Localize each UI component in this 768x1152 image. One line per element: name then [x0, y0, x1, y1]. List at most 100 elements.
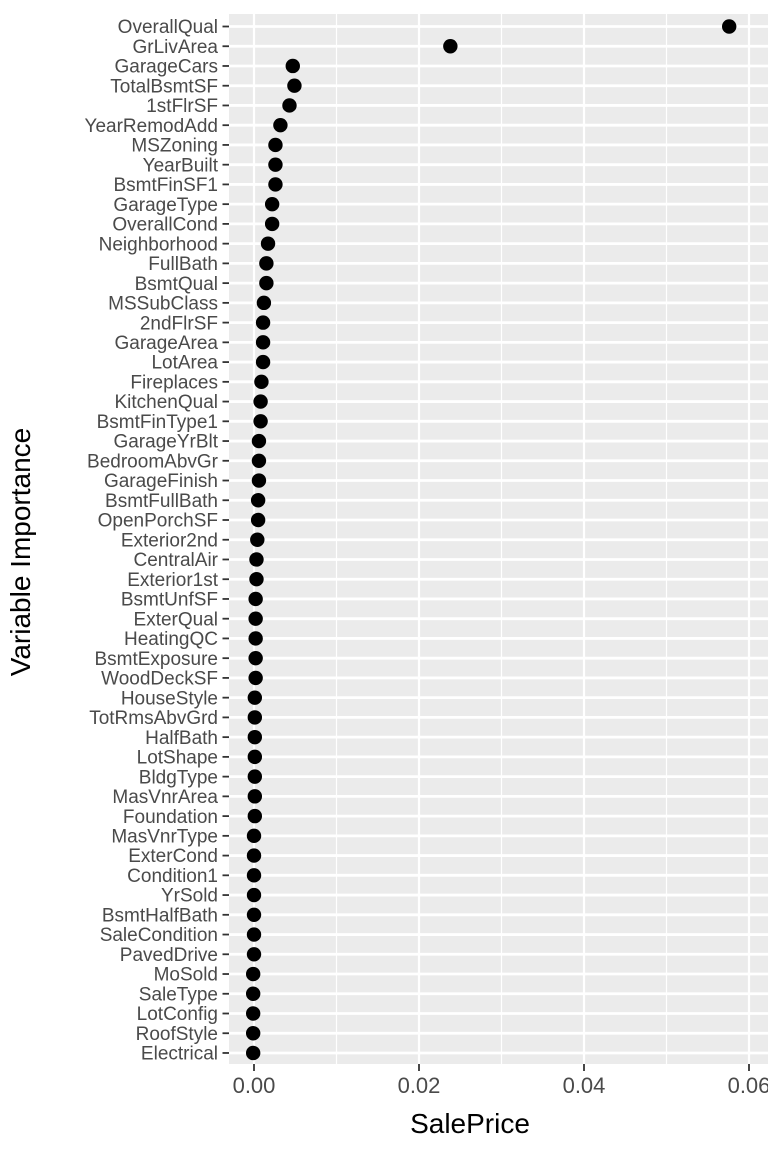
y-tick-label: HouseStyle — [121, 688, 218, 709]
y-tick-label: OpenPorchSF — [98, 511, 218, 532]
y-tick-label: BsmtHalfBath — [102, 905, 218, 926]
data-point — [255, 354, 271, 370]
data-point — [249, 552, 264, 567]
data-point — [247, 710, 263, 725]
data-point — [245, 986, 261, 1001]
data-point — [268, 137, 283, 153]
data-point — [268, 177, 283, 192]
y-tick-label: Foundation — [123, 807, 218, 828]
data-point — [247, 769, 263, 784]
data-point — [245, 1026, 261, 1041]
y-tick-label: BsmtFinType1 — [97, 412, 218, 433]
y-tick-label: BsmtQual — [135, 274, 218, 295]
y-tick-label: SaleType — [139, 984, 218, 1005]
data-point — [250, 512, 266, 528]
data-point — [273, 118, 288, 133]
data-point — [247, 690, 263, 705]
y-tick-label: RoofStyle — [136, 1024, 218, 1045]
y-tick-label: HeatingQC — [124, 629, 218, 650]
data-point — [264, 216, 280, 232]
y-tick-label: MoSold — [154, 965, 218, 986]
data-point — [256, 295, 272, 311]
y-axis-title: Variable Importance — [5, 428, 36, 677]
y-tick-label: MSZoning — [131, 136, 218, 157]
data-point — [248, 650, 263, 666]
data-point — [248, 591, 263, 607]
data-point — [285, 58, 300, 74]
data-point — [259, 275, 274, 291]
y-tick-label: YearBuilt — [143, 155, 219, 176]
y-tick-label: MasVnrArea — [112, 787, 218, 808]
y-tick-label: TotalBsmtSF — [110, 76, 218, 97]
y-tick-label: OverallCond — [112, 215, 218, 236]
data-point — [246, 927, 262, 942]
data-point — [250, 493, 266, 508]
data-point — [260, 236, 276, 251]
data-point — [282, 98, 297, 113]
data-point — [264, 196, 280, 212]
y-tick-label: Exterior1st — [127, 570, 219, 591]
data-point — [251, 433, 267, 449]
data-point — [251, 473, 267, 488]
data-point — [253, 414, 268, 429]
data-point — [250, 532, 265, 547]
y-tick-label: BedroomAbvGr — [87, 451, 219, 472]
data-point — [245, 1006, 261, 1021]
data-point — [251, 453, 267, 468]
x-tick-label: 0.06 — [728, 1073, 768, 1098]
data-point — [443, 39, 458, 54]
y-tick-label: Electrical — [141, 1044, 218, 1065]
data-point — [247, 789, 263, 804]
data-point — [255, 335, 271, 350]
x-tick-label: 0.00 — [233, 1073, 276, 1098]
data-point — [248, 670, 263, 686]
data-point — [254, 374, 269, 390]
data-point — [247, 729, 263, 745]
y-tick-label: MasVnrType — [111, 826, 218, 847]
y-tick-label: OverallQual — [118, 17, 218, 38]
data-point — [287, 78, 302, 93]
y-tick-label: CentralAir — [134, 550, 219, 571]
y-tick-label: ExterQual — [134, 609, 218, 630]
data-point — [246, 907, 262, 922]
x-tick-label: 0.04 — [563, 1073, 606, 1098]
y-tick-label: PavedDrive — [120, 945, 218, 966]
y-tick-label: ExterCond — [128, 846, 218, 867]
y-tick-label: Condition1 — [127, 866, 218, 887]
y-tick-label: Fireplaces — [130, 372, 218, 393]
y-tick-label: HalfBath — [145, 728, 218, 749]
y-tick-label: BsmtFinSF1 — [113, 175, 218, 196]
y-tick-label: GarageType — [113, 195, 218, 216]
x-tick-label: 0.02 — [398, 1073, 441, 1098]
y-tick-label: KitchenQual — [114, 392, 218, 413]
y-tick-label: GarageFinish — [104, 471, 218, 492]
y-tick-label: GarageYrBlt — [113, 432, 218, 453]
data-point — [248, 611, 263, 626]
data-point — [249, 572, 264, 587]
y-tick-label: Neighborhood — [99, 234, 218, 255]
data-point — [246, 887, 262, 903]
y-tick-label: LotShape — [137, 748, 218, 769]
y-tick-label: BsmtExposure — [94, 649, 218, 670]
y-tick-label: 1stFlrSF — [146, 96, 218, 117]
data-point — [245, 1045, 261, 1061]
y-tick-label: YrSold — [161, 886, 218, 907]
y-tick-label: LotArea — [151, 353, 218, 374]
y-tick-label: MSSubClass — [108, 294, 218, 315]
y-tick-label: Exterior2nd — [121, 530, 218, 551]
y-tick-label: SaleCondition — [100, 925, 218, 946]
x-axis-title: SalePrice — [410, 1108, 530, 1139]
y-tick-label: WoodDeckSF — [101, 669, 218, 690]
data-point — [246, 848, 262, 863]
y-tick-label: GarageArea — [114, 333, 218, 354]
y-tick-label: FullBath — [148, 254, 218, 275]
data-point — [268, 157, 283, 172]
data-point — [722, 19, 737, 34]
data-point — [246, 868, 262, 883]
y-tick-label: YearRemodAdd — [85, 116, 218, 137]
y-tick-label: TotRmsAbvGrd — [89, 708, 218, 729]
data-point — [248, 631, 263, 646]
data-point — [255, 315, 271, 330]
